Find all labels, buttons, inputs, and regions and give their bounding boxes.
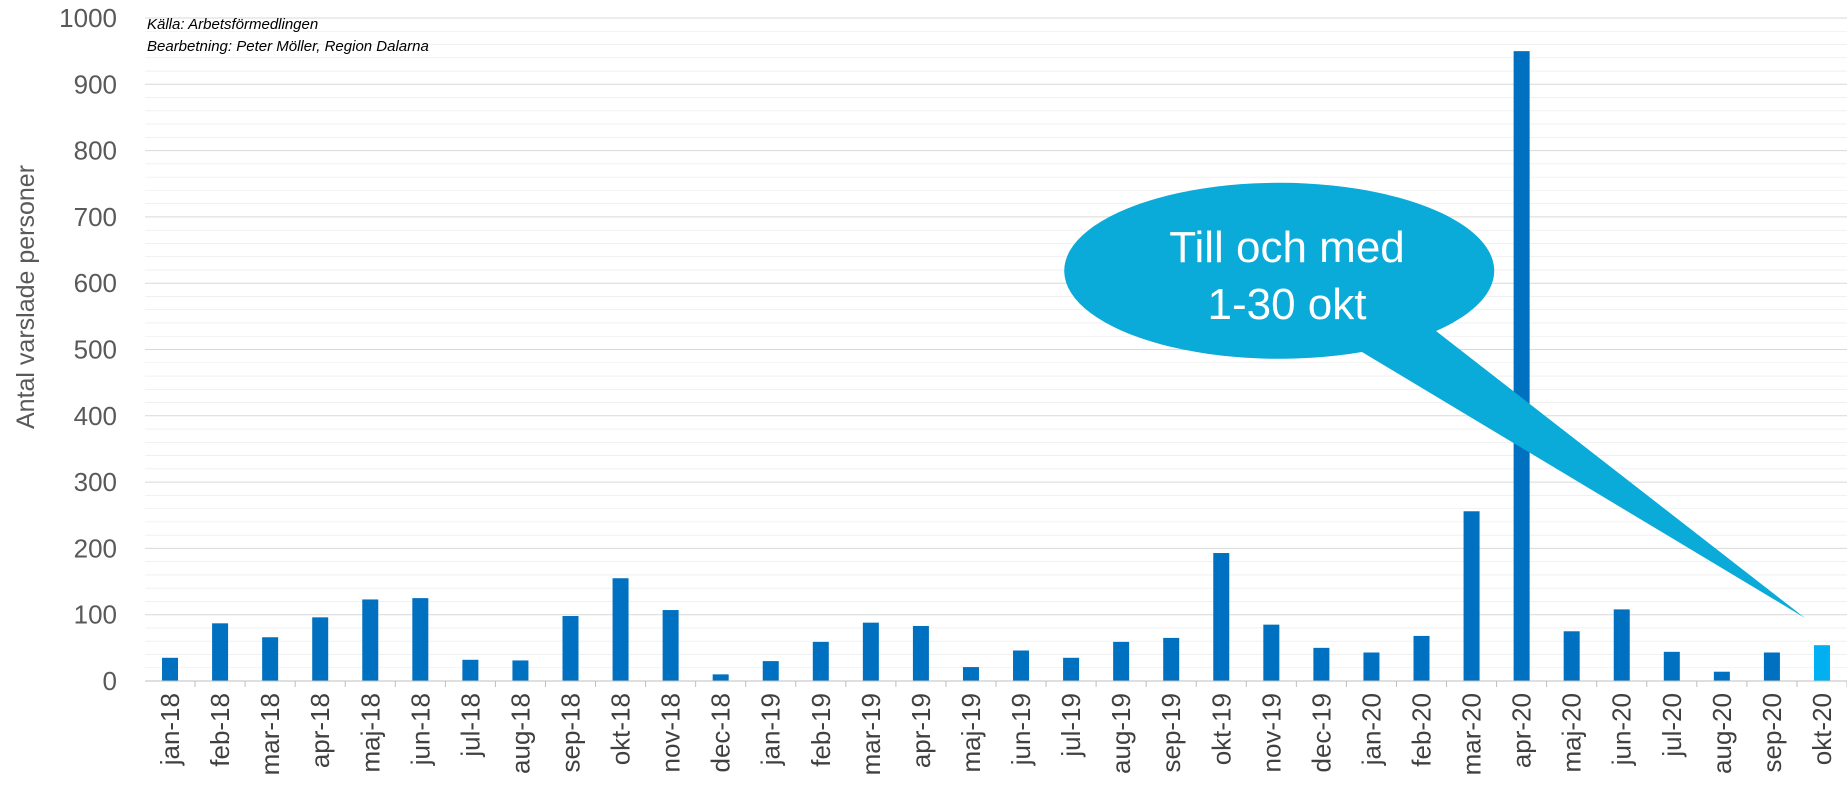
x-axis-ticks: jan-18 feb-18 mar-18 apr-18 maj-18 jun-18 jul-… — [155, 681, 1847, 775]
x-tick-label: apr-18 — [305, 693, 335, 768]
bar — [412, 598, 429, 681]
x-tick-label: maj-19 — [956, 693, 986, 772]
y-axis-ticks: 0 100 200 300 400 500 600 700 800 900 1000 — [59, 3, 117, 696]
x-tick-label: feb-20 — [1407, 693, 1437, 767]
x-tick-label: nov-18 — [656, 693, 686, 773]
bar — [1063, 657, 1080, 681]
bar — [712, 674, 729, 681]
bar — [312, 617, 329, 681]
bar — [1013, 650, 1030, 681]
bar — [1413, 635, 1430, 681]
bar — [212, 623, 229, 681]
bar — [1563, 631, 1580, 681]
bar — [1763, 652, 1780, 681]
bar — [1213, 553, 1230, 681]
bar — [462, 659, 479, 681]
bars — [162, 51, 1830, 681]
x-tick-label: sep-20 — [1757, 693, 1787, 773]
x-tick-label: jun-19 — [1006, 693, 1036, 766]
callout-line-2: 1-30 okt — [1208, 280, 1367, 329]
x-tick-label: sep-18 — [556, 693, 586, 773]
bar — [1513, 51, 1530, 681]
x-tick-label: okt-20 — [1807, 693, 1837, 765]
bar — [1363, 652, 1380, 681]
bar — [362, 599, 379, 681]
y-tick-label: 400 — [74, 401, 117, 431]
bar — [1713, 671, 1730, 681]
y-tick-label: 0 — [103, 666, 117, 696]
y-tick-label: 500 — [74, 335, 117, 365]
x-tick-label: aug-20 — [1707, 693, 1737, 774]
bar — [662, 610, 679, 681]
y-tick-label: 300 — [74, 467, 117, 497]
x-tick-label: jan-20 — [1356, 693, 1386, 766]
x-tick-label: nov-19 — [1256, 693, 1286, 773]
bar — [1313, 647, 1330, 681]
x-tick-label: aug-19 — [1106, 693, 1136, 774]
x-tick-label: aug-18 — [505, 693, 535, 774]
x-tick-label: sep-19 — [1156, 693, 1186, 773]
y-tick-label: 100 — [74, 600, 117, 630]
x-tick-label: mar-19 — [856, 693, 886, 775]
bar — [162, 657, 179, 681]
bar — [1113, 641, 1130, 681]
x-tick-label: mar-20 — [1457, 693, 1487, 775]
callout-bubble — [1064, 182, 1805, 618]
bar — [962, 667, 979, 681]
y-tick-label: 800 — [74, 136, 117, 166]
source-line-1: Källa: Arbetsförmedlingen — [147, 16, 318, 33]
bar — [1263, 624, 1280, 681]
bar — [612, 578, 629, 681]
bar — [1663, 651, 1680, 681]
x-tick-label: jul-20 — [1657, 693, 1687, 758]
callout-line-1: Till och med — [1169, 223, 1405, 272]
x-tick-label: maj-18 — [355, 693, 385, 772]
x-tick-label: jun-18 — [405, 693, 435, 766]
callout: Till och med 1-30 okt — [1064, 182, 1805, 618]
gridlines — [145, 17, 1847, 669]
x-tick-label: apr-19 — [906, 693, 936, 768]
y-tick-label: 600 — [74, 268, 117, 298]
x-tick-label: apr-20 — [1507, 693, 1537, 768]
bar — [1463, 511, 1480, 681]
bar — [762, 661, 779, 681]
x-tick-label: maj-20 — [1557, 693, 1587, 772]
x-tick-label: jul-19 — [1056, 693, 1086, 758]
y-tick-label: 1000 — [59, 3, 117, 33]
bar — [562, 616, 579, 681]
bar — [512, 660, 529, 681]
x-tick-label: jun-20 — [1607, 693, 1637, 766]
x-tick-label: mar-18 — [255, 693, 285, 775]
source-line-2: Bearbetning: Peter Möller, Region Dalarn… — [147, 38, 429, 55]
x-tick-label: dec-18 — [706, 693, 736, 773]
x-tick-label: feb-18 — [205, 693, 235, 767]
y-tick-label: 700 — [74, 202, 117, 232]
x-tick-label: jul-18 — [455, 693, 485, 758]
x-tick-label: okt-19 — [1206, 693, 1236, 765]
bar — [1813, 645, 1830, 681]
bar — [912, 625, 929, 681]
y-tick-label: 200 — [74, 533, 117, 563]
bar — [862, 622, 879, 681]
x-tick-label: okt-18 — [606, 693, 636, 765]
y-tick-label: 900 — [74, 69, 117, 99]
x-tick-label: jan-19 — [756, 693, 786, 766]
y-axis-label: Antal varslade personer — [12, 165, 40, 429]
bar — [1613, 609, 1630, 681]
x-tick-label: dec-19 — [1306, 693, 1336, 773]
bar — [262, 637, 279, 681]
x-tick-label: feb-19 — [806, 693, 836, 767]
bar — [1163, 637, 1180, 681]
x-tick-label: jan-18 — [155, 693, 185, 766]
bar — [812, 641, 829, 681]
